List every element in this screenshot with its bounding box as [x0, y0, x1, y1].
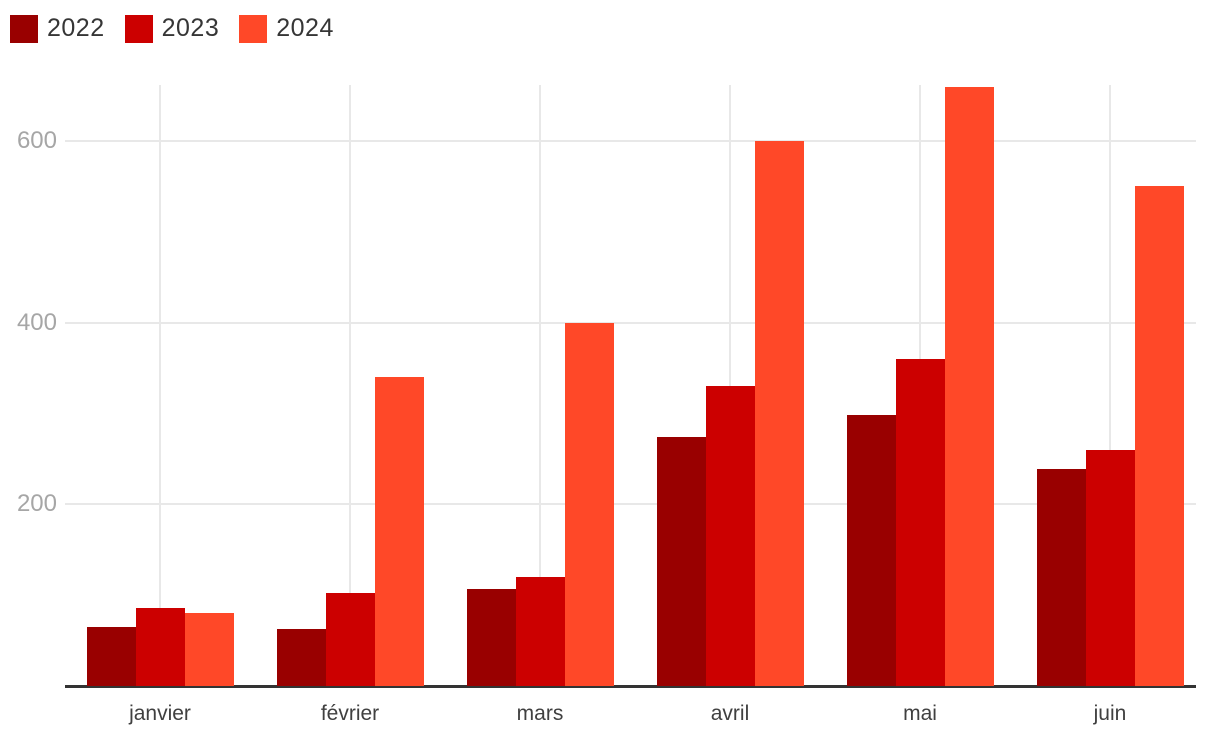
- x-axis-label-avril: avril: [710, 702, 750, 725]
- bar-2023-juin: [1085, 449, 1135, 686]
- chart-legend: 2022 2023 2024: [10, 14, 334, 43]
- x-axis-label-mai: mai: [903, 702, 937, 725]
- legend-label-2022: 2022: [47, 14, 105, 42]
- legend-item-2024[interactable]: 2024: [239, 14, 334, 43]
- gridline-horizontal-400: [65, 321, 1196, 324]
- legend-swatch-2022-icon: [10, 14, 38, 43]
- bar-2024-mars: [564, 322, 614, 686]
- x-axis-label-janvier: janvier: [129, 702, 191, 725]
- gridline-vertical-juin: [1109, 85, 1111, 686]
- gridline-vertical-février: [349, 85, 351, 686]
- bar-2023-janvier: [135, 607, 185, 686]
- y-axis-tick-600: 600: [16, 127, 57, 155]
- legend-item-2022[interactable]: 2022: [10, 14, 105, 43]
- bar-2022-mai: [846, 415, 896, 686]
- x-axis-line: [65, 685, 1196, 688]
- bar-2024-mai: [944, 86, 994, 686]
- legend-swatch-2024-icon: [239, 14, 268, 43]
- bar-2024-janvier: [184, 613, 234, 686]
- bar-2022-avril: [656, 437, 706, 686]
- bar-2024-février: [374, 377, 424, 686]
- bar-2022-janvier: [86, 626, 136, 686]
- gridline-vertical-mars: [539, 85, 541, 686]
- bar-2022-février: [276, 628, 326, 686]
- legend-label-2023: 2023: [161, 14, 220, 42]
- bar-2024-juin: [1134, 186, 1184, 686]
- bar-2023-mars: [515, 577, 565, 686]
- bar-2024-avril: [754, 141, 804, 686]
- x-axis-label-juin: juin: [1093, 702, 1127, 725]
- y-axis-tick-400: 400: [16, 308, 57, 336]
- gridline-horizontal-200: [65, 503, 1196, 506]
- bar-2022-juin: [1036, 468, 1086, 686]
- bar-2023-avril: [705, 386, 755, 686]
- bar-2023-mai: [895, 359, 945, 686]
- legend-swatch-2023-icon: [124, 14, 153, 43]
- gridline-vertical-janvier: [159, 85, 161, 686]
- bar-2022-mars: [466, 588, 516, 686]
- legend-item-2023[interactable]: 2023: [124, 14, 220, 43]
- gridline-vertical-avril: [729, 85, 731, 686]
- x-axis-label-mars: mars: [516, 702, 564, 725]
- gridline-horizontal-600: [65, 140, 1196, 143]
- bar-2023-février: [325, 593, 375, 686]
- x-axis-label-février: février: [320, 702, 380, 725]
- y-axis-tick-200: 200: [16, 490, 57, 518]
- legend-label-2024: 2024: [276, 14, 334, 42]
